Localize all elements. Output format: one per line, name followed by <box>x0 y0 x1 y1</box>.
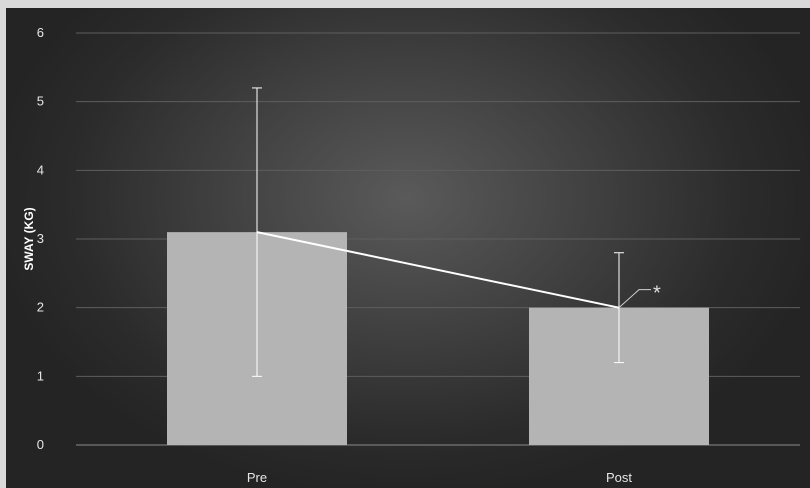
chart-frame: 0 1 2 3 4 5 6 Pre Post * SWAY (KG) <box>6 8 810 488</box>
error-bar-pre <box>252 87 262 377</box>
x-tick-label-post: Post <box>606 470 632 485</box>
connecting-line <box>256 231 620 309</box>
y-tick-label-2: 2 <box>37 300 44 315</box>
bar-chart: 0 1 2 3 4 5 6 Pre Post * SWAY (KG) <box>22 25 800 485</box>
y-tick-labels: 0 1 2 3 4 5 6 <box>37 25 44 452</box>
significance-annotation: * <box>618 283 661 309</box>
y-tick-label-0: 0 <box>37 437 44 452</box>
error-bars <box>252 87 624 377</box>
error-bar-post <box>614 252 624 364</box>
x-tick-label-pre: Pre <box>247 470 267 485</box>
y-axis-title: SWAY (KG) <box>22 207 36 270</box>
x-tick-labels: Pre Post <box>247 470 633 485</box>
bars <box>167 232 709 445</box>
y-tick-label-4: 4 <box>37 162 44 177</box>
y-tick-label-1: 1 <box>37 368 44 383</box>
significance-marker: * <box>653 283 661 305</box>
y-tick-label-3: 3 <box>37 231 44 246</box>
connecting-line-group <box>256 231 620 309</box>
y-tick-label-5: 5 <box>37 94 44 109</box>
y-tick-label-6: 6 <box>37 25 44 40</box>
annotations: * <box>618 283 661 309</box>
